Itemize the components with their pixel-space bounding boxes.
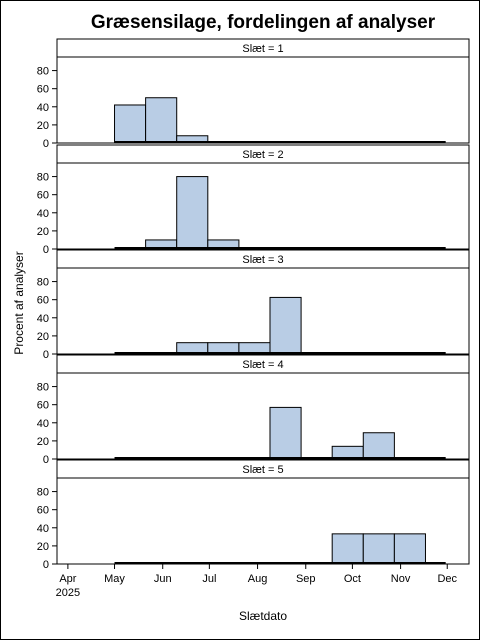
y-tick-label: 60 (37, 84, 49, 96)
histogram-bar (331, 533, 364, 565)
panel-strip-label: Slæt = 1 (242, 43, 283, 55)
x-tick-label: Dec (437, 573, 457, 585)
panel-plot-area (56, 162, 470, 250)
y-tick-label: 60 (37, 505, 49, 517)
y-tick-label: 20 (37, 331, 49, 343)
x-tick-label: Aug (248, 573, 268, 585)
panel-strip-label: Slæt = 5 (242, 464, 283, 476)
histogram-bar (269, 296, 302, 355)
histogram-bar (362, 432, 395, 460)
panel-strip-label: Slæt = 2 (242, 149, 283, 161)
x-axis-label: Slætdato (239, 609, 287, 623)
y-tick-label: 0 (43, 244, 49, 256)
chart-title: Græsensilage, fordelingen af analyser (91, 12, 436, 33)
y-tick-label: 40 (37, 313, 49, 325)
x-tick-label: Jul (202, 573, 216, 585)
x-tick-label: Apr (59, 573, 76, 585)
y-tick-label: 0 (43, 138, 49, 150)
y-tick-label: 40 (37, 523, 49, 535)
y-tick-label: 20 (37, 120, 49, 132)
y-tick-label: 40 (37, 102, 49, 114)
y-tick-label: 60 (37, 400, 49, 412)
histogram-bar (393, 533, 426, 565)
y-tick-label: 0 (43, 349, 49, 361)
y-axis-label: Procent af analyser (12, 251, 26, 354)
y-tick-label: 0 (43, 559, 49, 571)
y-tick-label: 80 (37, 172, 49, 184)
histogram-bar (114, 104, 147, 144)
panel-plot-area (56, 372, 470, 460)
histogram-bar (145, 97, 178, 144)
y-tick-label: 40 (37, 208, 49, 220)
x-tick-label: Jun (154, 573, 172, 585)
y-tick-label: 80 (37, 66, 49, 78)
y-tick-label: 60 (37, 295, 49, 307)
y-tick-label: 80 (37, 277, 49, 289)
y-tick-label: 20 (37, 541, 49, 553)
y-tick-label: 20 (37, 436, 49, 448)
y-tick-label: 20 (37, 226, 49, 238)
panel-strip-label: Slæt = 3 (242, 254, 283, 266)
x-tick-label: May (104, 573, 125, 585)
x-tick-label: Sep (296, 573, 316, 585)
x-tick-label: Nov (391, 573, 411, 585)
y-tick-label: 80 (37, 382, 49, 394)
x-tick-sublabel: 2025 (56, 587, 80, 599)
histogram-bar (362, 533, 395, 565)
histogram-bar (269, 406, 302, 460)
y-tick-label: 0 (43, 454, 49, 466)
histogram-bar (176, 176, 209, 250)
y-tick-label: 80 (37, 487, 49, 499)
panel-strip-label: Slæt = 4 (242, 359, 283, 371)
x-tick-label: Oct (344, 573, 361, 585)
panel-plot-area (56, 267, 470, 355)
y-tick-label: 60 (37, 190, 49, 202)
y-tick-label: 40 (37, 418, 49, 430)
